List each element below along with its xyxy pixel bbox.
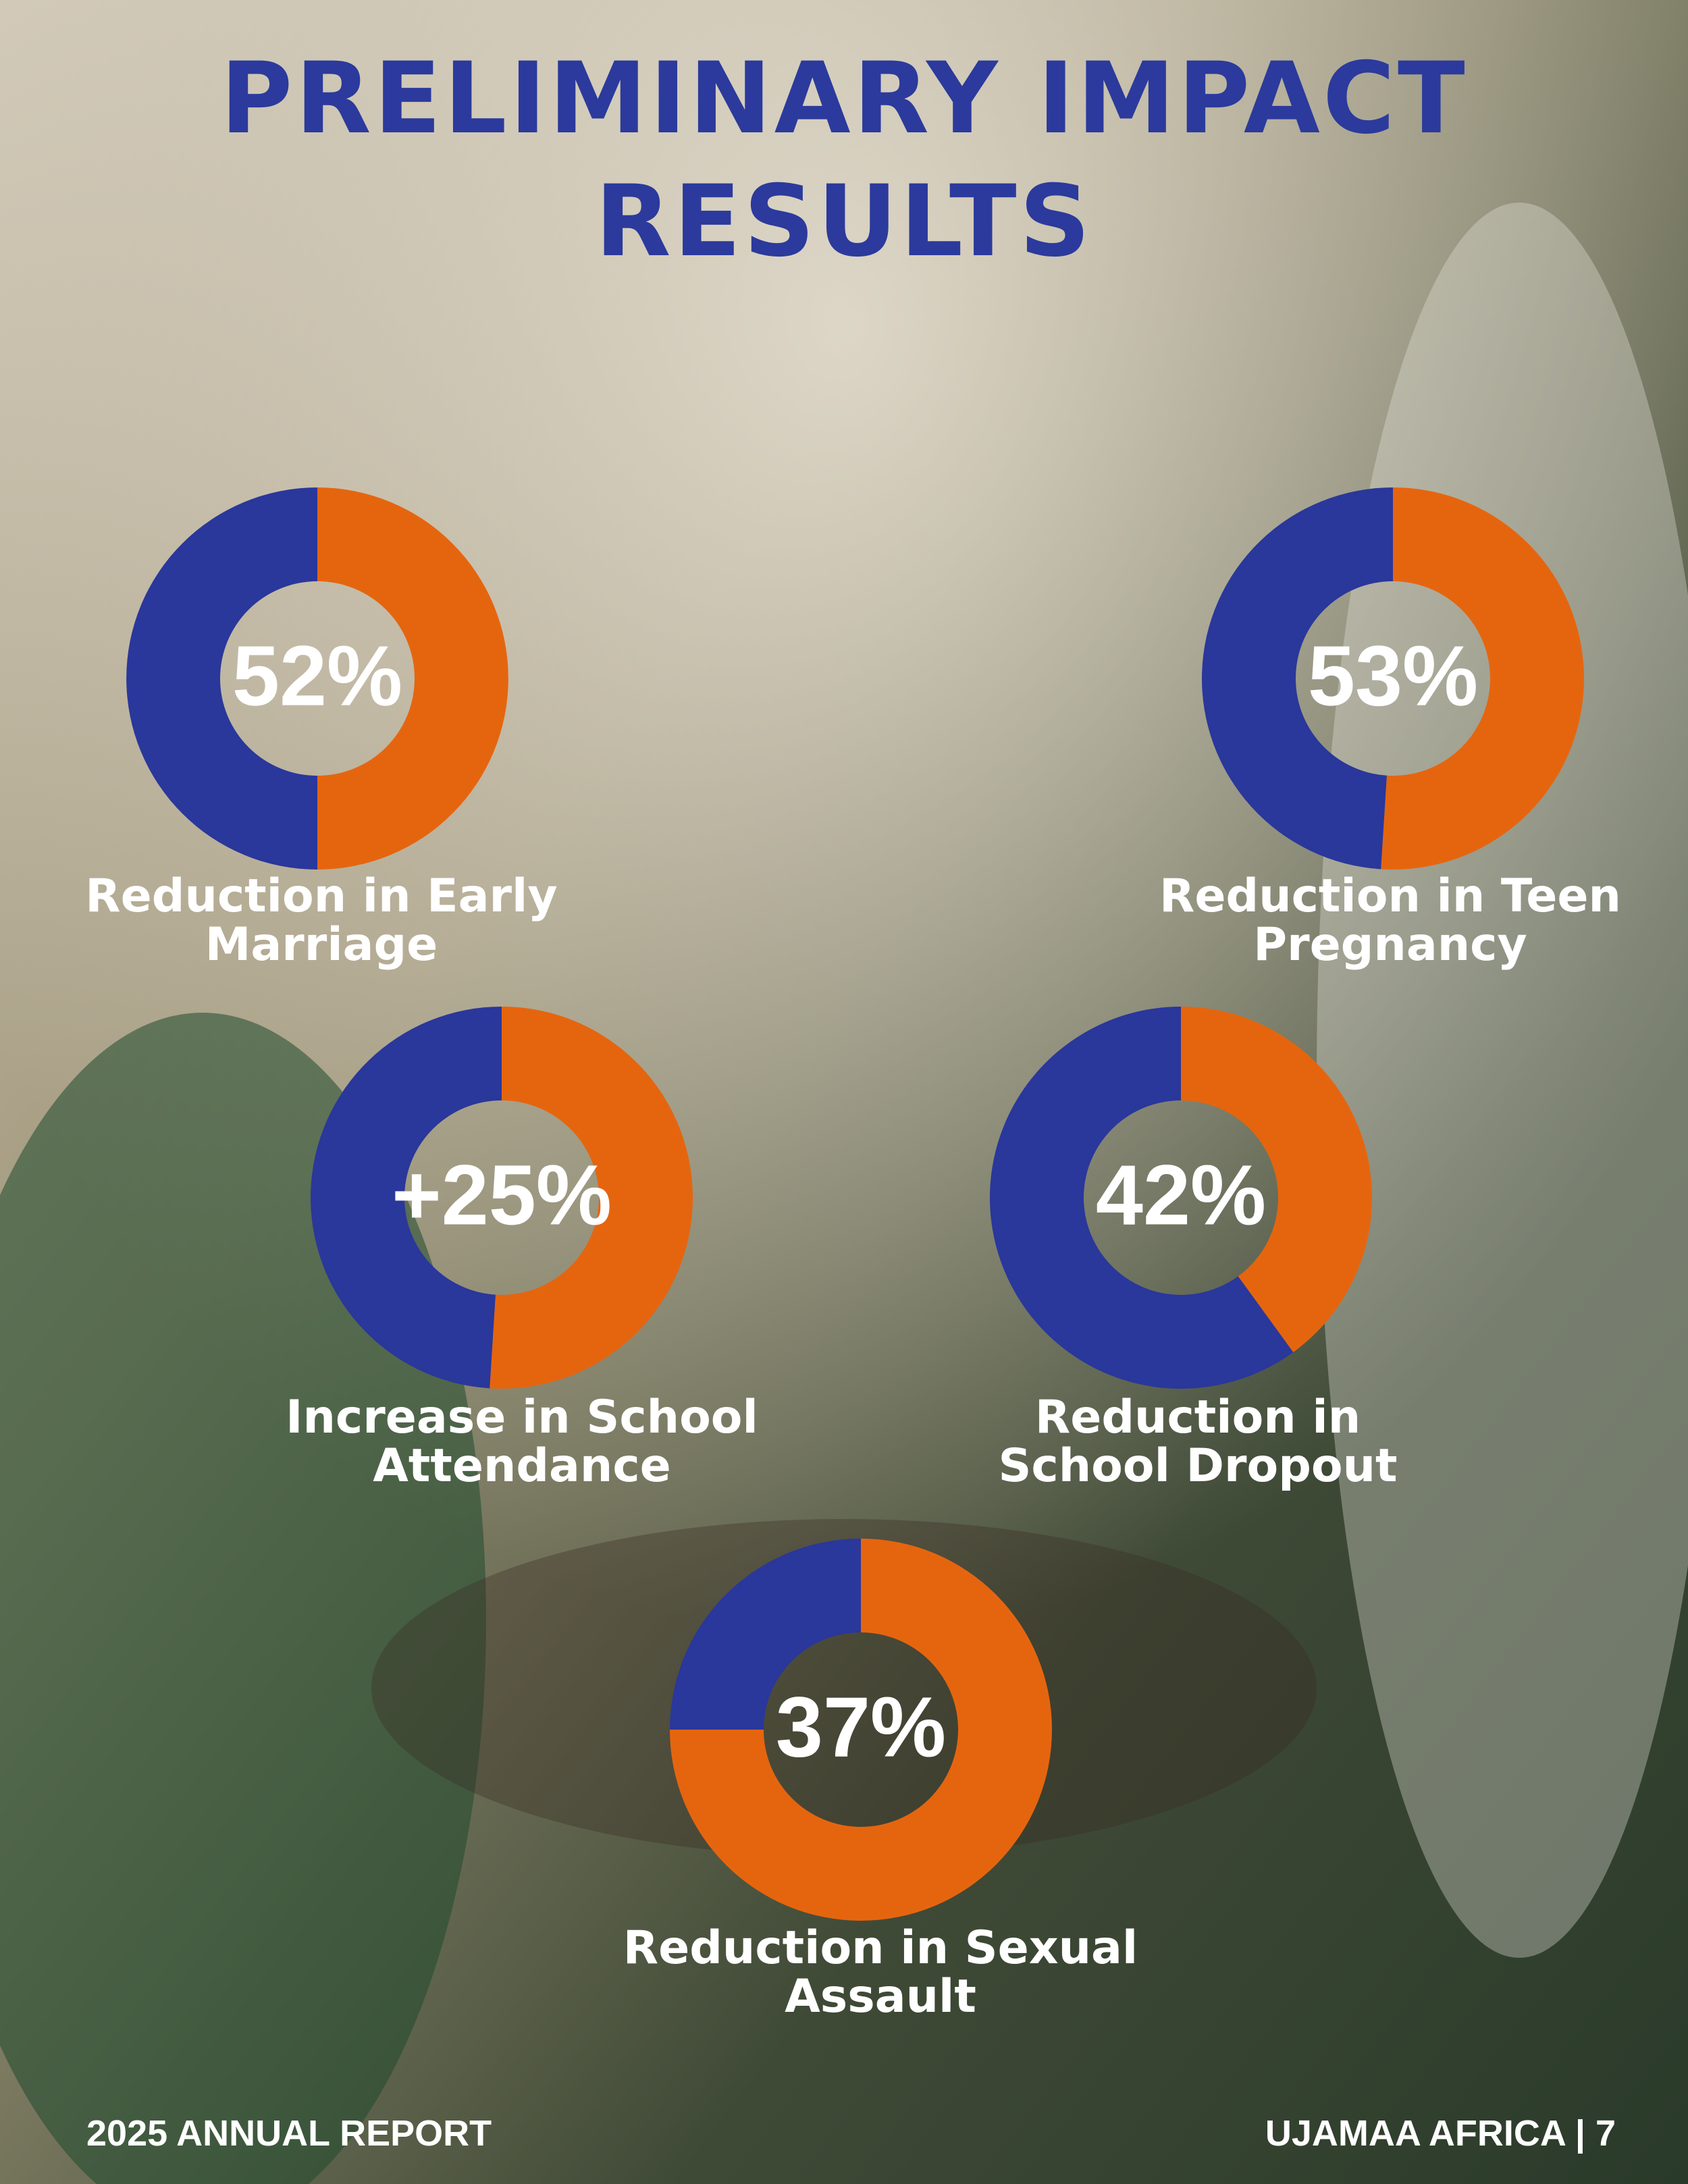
donut-label: Increase in School — [286, 1391, 758, 1444]
donut-value: +25% — [392, 1147, 612, 1242]
donut-slice — [1181, 1007, 1372, 1352]
donut-slice — [670, 1539, 861, 1730]
photo-shape — [371, 1519, 1317, 1857]
donut-label: Reduction in — [1035, 1391, 1361, 1444]
footer-left: 2025 ANNUAL REPORT — [86, 2113, 492, 2154]
footer-right: UJAMAA AFRICA | 7 — [1265, 2113, 1616, 2154]
donut-label: Reduction in Early — [85, 870, 557, 923]
donut-label: Reduction in Teen — [1159, 870, 1621, 923]
donut-label: Pregnancy — [1253, 918, 1527, 971]
title-line: RESULTS — [595, 164, 1092, 279]
donut-label: Attendance — [373, 1439, 671, 1493]
donut-slice — [990, 1007, 1294, 1389]
donut-slice — [126, 487, 318, 870]
donut-value: 42% — [1096, 1147, 1266, 1242]
donut-label: School Dropout — [998, 1439, 1397, 1493]
donut-value: 37% — [776, 1679, 946, 1774]
donut-value: 53% — [1308, 628, 1478, 723]
donut-slice — [670, 1539, 1052, 1921]
donut-label: Marriage — [205, 918, 438, 971]
photo-shape — [1317, 203, 1688, 1958]
title-line: PRELIMINARY IMPACT — [220, 41, 1467, 156]
donut-label: Reduction in Sexual — [623, 1921, 1138, 1975]
donut-slice — [1202, 487, 1393, 870]
donut-slice — [490, 1007, 693, 1389]
donut-slice — [1381, 487, 1585, 870]
donut-slice — [317, 487, 508, 870]
donut-value: 52% — [232, 628, 402, 723]
donut-label: Assault — [785, 1970, 976, 2023]
donut-slice — [310, 1007, 502, 1389]
